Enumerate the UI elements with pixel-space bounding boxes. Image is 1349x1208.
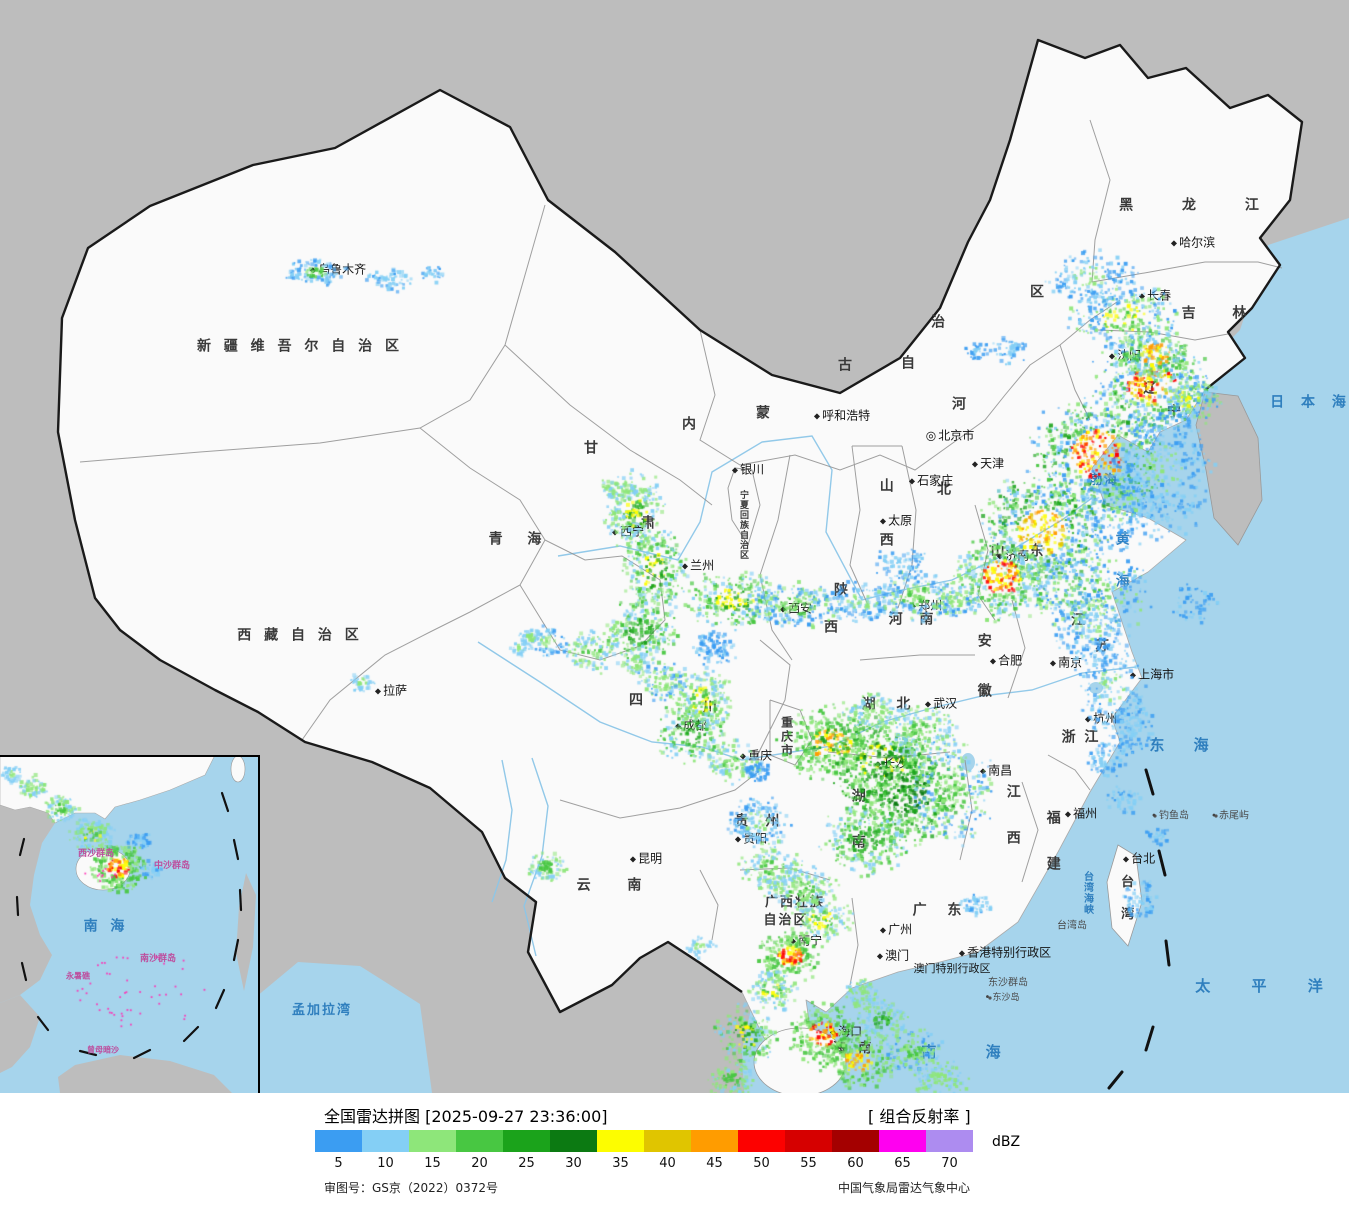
legend-tick-label: 35: [612, 1156, 629, 1171]
legend-cell: [503, 1130, 550, 1152]
inset-hainan: [75, 847, 131, 891]
legend-tick-label: 5: [334, 1156, 343, 1171]
legend-tick-label: 15: [424, 1156, 441, 1171]
legend-cell: [362, 1130, 409, 1152]
legend-cell: [456, 1130, 503, 1152]
legend-panel: 全国雷达拼图 [2025-09-27 23:36:00] [ 组合反射率 ] d…: [0, 1093, 1349, 1208]
legend-cell: [785, 1130, 832, 1152]
south-china-sea-inset: 南 海西沙群岛 中沙群岛 南沙群岛 永暑礁 曾母暗沙: [0, 755, 260, 1093]
china-radar-map: 新 疆 维 吾 尔 自 治 区西 藏 自 治 区青 海甘肃内蒙古自治区黑 龙 江…: [0, 0, 1349, 1093]
legend-cell: [691, 1130, 738, 1152]
legend-cell: [597, 1130, 644, 1152]
legend-tick-label: 60: [847, 1156, 864, 1171]
legend-tick-label: 55: [800, 1156, 817, 1171]
inset-basemap: [0, 755, 260, 1093]
legend-colorbar: [315, 1130, 973, 1152]
legend-tick-label: 70: [941, 1156, 958, 1171]
legend-tick-label: 50: [753, 1156, 770, 1171]
legend-cell: [879, 1130, 926, 1152]
hainan-island: [753, 1027, 847, 1093]
credit: 中国气象局雷达气象中心: [838, 1181, 971, 1195]
legend-cell: [644, 1130, 691, 1152]
legend-cell: [738, 1130, 785, 1152]
legend-tick-label: 45: [706, 1156, 723, 1171]
legend-tick-label: 10: [377, 1156, 394, 1171]
legend-tick-label: 20: [471, 1156, 488, 1171]
legend-tick-label: 40: [659, 1156, 676, 1171]
legend-cell: [926, 1130, 973, 1152]
legend-cell: [832, 1130, 879, 1152]
legend-tick-label: 30: [565, 1156, 582, 1171]
legend-cell: [409, 1130, 456, 1152]
product-label: [ 组合反射率 ]: [868, 1107, 971, 1126]
map-title: 全国雷达拼图 [2025-09-27 23:36:00]: [324, 1107, 608, 1126]
legend-tick-label: 25: [518, 1156, 535, 1171]
legend-cell: [315, 1130, 362, 1152]
inset-taiwan: [230, 755, 246, 783]
legend-tick-label: 65: [894, 1156, 911, 1171]
legend-cell: [550, 1130, 597, 1152]
legend-ticks: 5 10 15 20 25 30 35 40 45 50 55 60 65 70: [315, 1156, 973, 1171]
legend-unit: dBZ: [992, 1134, 1021, 1150]
map-license: 审图号：GS京（2022）0372号: [324, 1181, 498, 1195]
